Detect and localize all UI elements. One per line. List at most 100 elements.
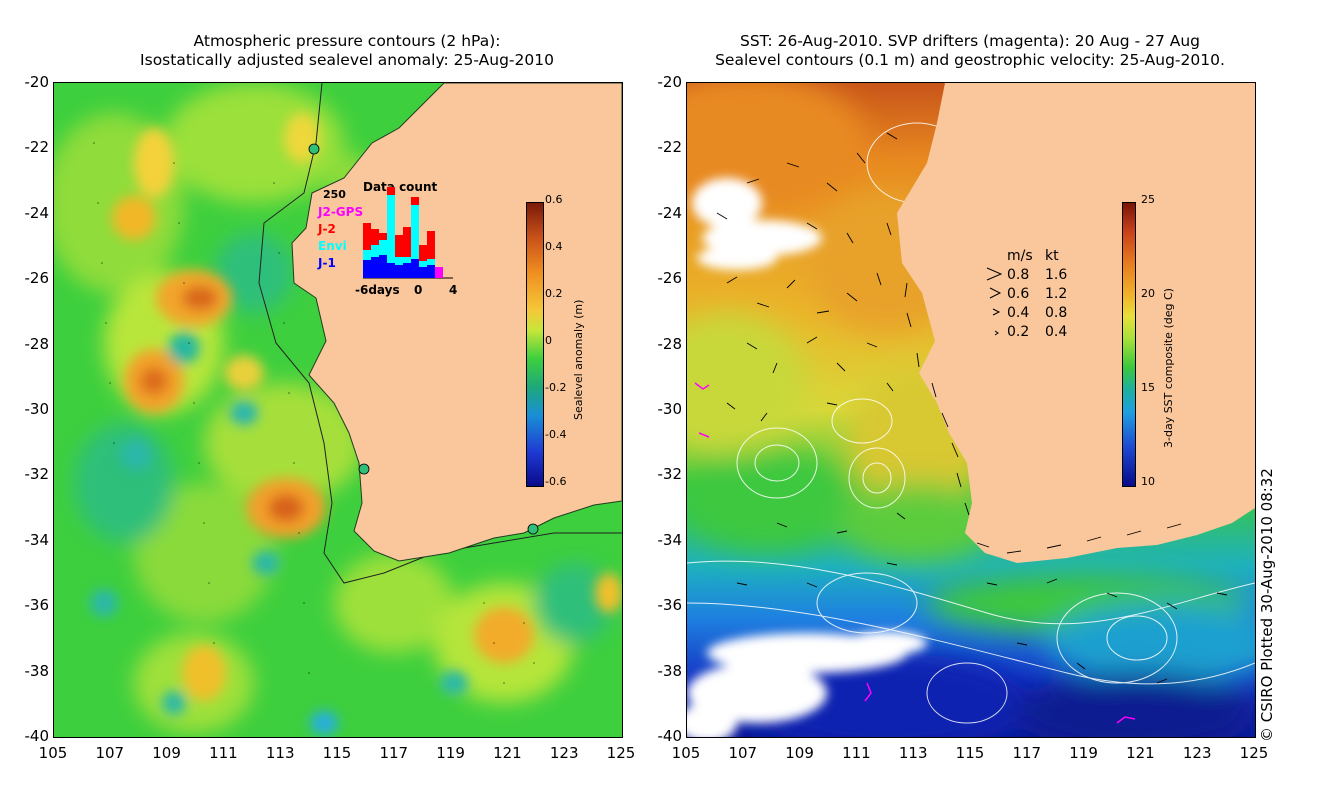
right-lon-tick: 109 [785, 744, 814, 762]
tide-gauge-marker [527, 523, 539, 535]
right-lat-tick: -24 [657, 203, 683, 222]
left-lon-tick: 125 [606, 744, 636, 762]
hist-bar [403, 263, 411, 278]
right-lat-tick: -38 [657, 661, 683, 680]
right-lon-tick: 123 [1182, 744, 1212, 762]
hist-bar [387, 263, 395, 278]
hist-bar [411, 205, 419, 259]
hist-bar [403, 227, 411, 257]
hist-bar [363, 223, 371, 250]
right-title: SST: 26-Aug-2010. SVP drifters (magenta)… [690, 32, 1250, 70]
geostrophic-velocity-arrows [716, 132, 1228, 684]
hist-bar [427, 265, 435, 278]
left-lat-tick: -32 [24, 465, 50, 484]
left-lat-tick: -28 [24, 334, 50, 353]
hist-bar [419, 245, 427, 261]
velocity-legend: m/s kt 0.8 1.6 0.6 1.2 0.4 0.8 0.2 0.4 [985, 248, 1085, 348]
sst-field [687, 83, 1255, 737]
sst-colorbar [1122, 202, 1136, 487]
vel-row-kt: 1.6 [1045, 267, 1068, 283]
left-lat-tick: -40 [24, 727, 50, 745]
left-lon-tick: 109 [152, 744, 181, 762]
left-lon-tick: 107 [95, 744, 125, 762]
left-lat-tick: -38 [24, 661, 50, 680]
right-title-line1: SST: 26-Aug-2010. SVP drifters (magenta)… [739, 32, 1201, 50]
right-lat-tick: -40 [657, 727, 683, 745]
data-count-max: 250 [323, 188, 346, 201]
hist-bar [371, 257, 379, 278]
vel-arrow-samples [986, 267, 1003, 336]
right-lon-tick: 113 [898, 744, 928, 762]
hist-bar [379, 233, 387, 240]
hist-xlabel-start: -6days [355, 283, 400, 297]
hist-bar [363, 260, 371, 278]
hist-xlabel-zero: 0 [414, 283, 423, 297]
sst-colorbar-label: 3-day SST composite (deg C) [1162, 288, 1175, 448]
cb-tick: 0 [545, 334, 552, 347]
right-lon-tick: 105 [671, 744, 701, 762]
left-lon-tick: 105 [38, 744, 68, 762]
hist-bar [419, 267, 427, 278]
tide-gauge-marker [358, 463, 370, 475]
sealevel-colorbar-label: Sealevel anomaly (m) [572, 299, 585, 420]
hist-bar [379, 240, 387, 255]
vel-row-ms: 0.8 [1007, 267, 1030, 283]
hist-bar [387, 187, 395, 195]
data-count-histogram [363, 187, 453, 279]
left-lat-tick: -34 [24, 530, 50, 549]
left-lon-tick: 115 [322, 744, 352, 762]
right-lon-tick: 111 [842, 744, 871, 762]
vel-row-ms: 0.4 [1007, 305, 1030, 321]
histogram-bars [363, 187, 443, 278]
right-lat-tick: -20 [657, 73, 683, 91]
hist-bar [395, 265, 403, 278]
copyright-notice: © CSIRO Plotted 30-Aug-2010 08:32 [1258, 468, 1276, 742]
cb-tick: -0.4 [545, 428, 567, 441]
hist-bar [387, 195, 395, 263]
left-lon-tick: 113 [265, 744, 295, 762]
hist-xlabel-end: 4 [449, 283, 458, 297]
cb-tick: 0.6 [545, 193, 563, 206]
right-lon-tick: 117 [1012, 744, 1042, 762]
vel-row-ms: 0.2 [1007, 324, 1030, 340]
right-lon-tick: 115 [955, 744, 985, 762]
left-lon-tick: 117 [379, 744, 409, 762]
right-lat-tick: -30 [657, 400, 683, 418]
left-lon-tick: 121 [493, 744, 522, 762]
right-lat-tick: -28 [657, 334, 683, 353]
cb-tick: 15 [1141, 381, 1155, 394]
right-lat-tick: -32 [657, 465, 683, 484]
left-title-line1: Atmospheric pressure contours (2 hPa): [193, 32, 501, 50]
svp-drifter-tracks [694, 382, 1136, 724]
vel-row-kt: 1.2 [1045, 286, 1068, 302]
hist-bar [411, 259, 419, 278]
hist-bar [427, 259, 435, 265]
left-lat-tick: -36 [24, 596, 50, 615]
left-lat-tick: -20 [24, 73, 50, 91]
right-title-line2: Sealevel contours (0.1 m) and geostrophi… [715, 51, 1225, 69]
right-lon-tick: 121 [1126, 744, 1155, 762]
legend-j2: J-2 [318, 222, 336, 236]
cb-tick: 10 [1141, 475, 1155, 488]
left-lat-tick: -24 [24, 203, 50, 222]
hist-bar [363, 250, 371, 260]
hist-bar [419, 261, 427, 267]
legend-j1: J-1 [318, 256, 336, 270]
left-lat-tick: -30 [24, 400, 50, 418]
right-lat-tick: -36 [657, 596, 683, 615]
left-lon-tick: 111 [209, 744, 238, 762]
hist-bar [427, 231, 435, 259]
vel-row-ms: 0.6 [1007, 286, 1030, 302]
right-lon-tick: 119 [1069, 744, 1098, 762]
cb-tick: -0.6 [545, 475, 567, 488]
hist-bar [371, 229, 379, 245]
vel-row-kt: 0.4 [1045, 324, 1068, 340]
left-lon-tick: 123 [549, 744, 579, 762]
hist-bar [371, 245, 379, 257]
left-lat-tick: -26 [24, 269, 50, 288]
sealevel-colorbar [526, 202, 544, 487]
right-lon-tick: 125 [1239, 744, 1269, 762]
vel-row-kt: 0.8 [1045, 305, 1068, 321]
left-lat-tick: -22 [24, 138, 50, 157]
sst-map[interactable] [686, 82, 1256, 738]
